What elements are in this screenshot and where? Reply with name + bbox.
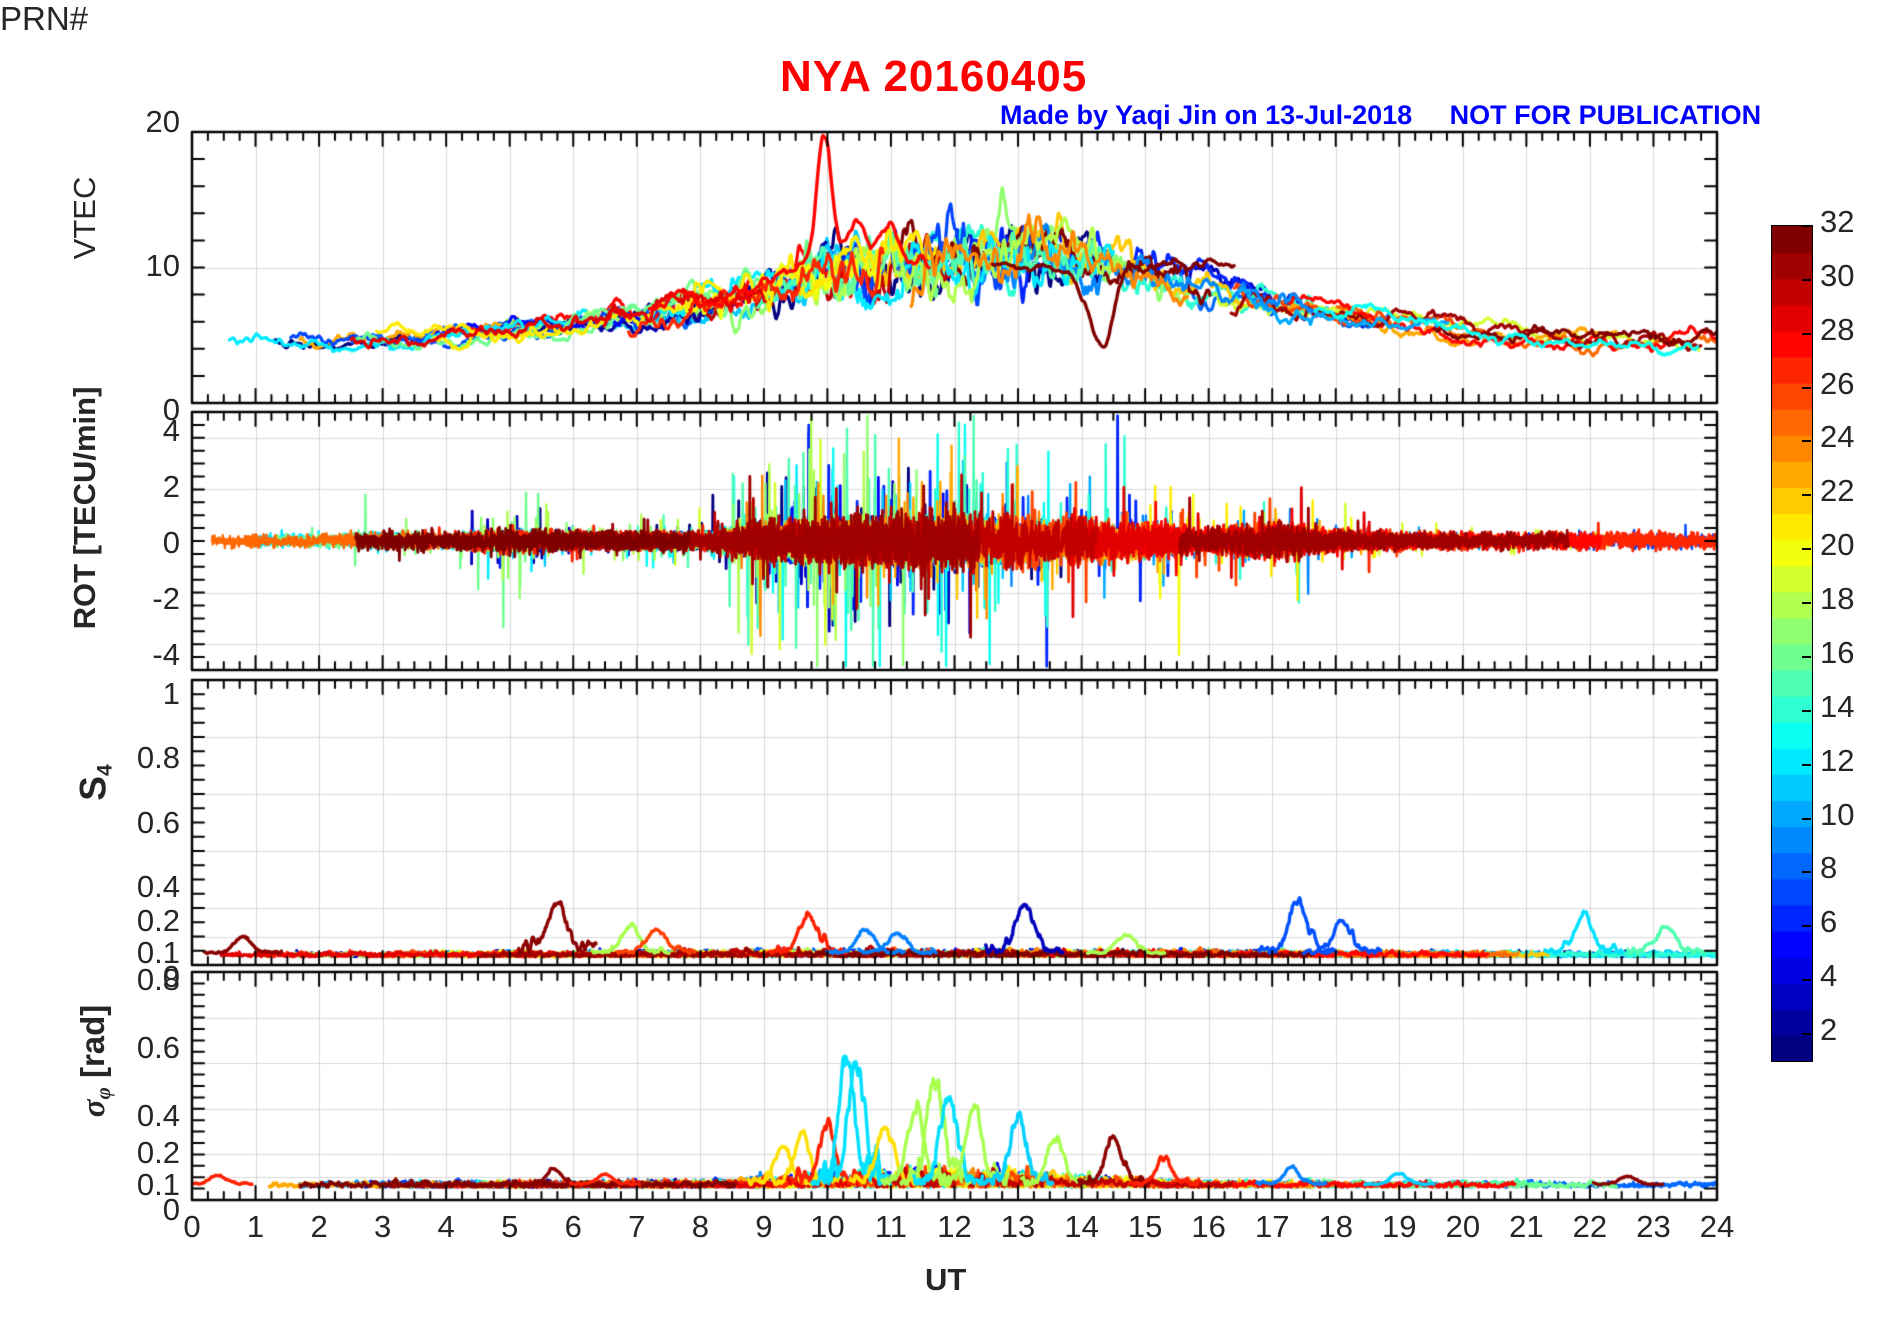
panel3-ytick-01: 0.1 [136, 935, 180, 970]
panel4-ytick-06: 0.6 [136, 1030, 180, 1065]
x-tick-13: 13 [1000, 1209, 1036, 1244]
x-tick-5: 5 [501, 1209, 519, 1244]
panel3-ytick-0: 0 [162, 959, 180, 994]
panel1-ytick-20: 20 [145, 104, 180, 139]
colorbar-tickmark [1802, 925, 1811, 928]
x-tick-3: 3 [374, 1209, 392, 1244]
x-tick-24: 24 [1699, 1209, 1735, 1244]
colorbar-tickmark [1802, 440, 1811, 443]
x-tick-9: 9 [755, 1209, 773, 1244]
panel4-ytick-01: 0.1 [136, 1167, 180, 1202]
panel2-ytick-neg4: -4 [152, 637, 180, 672]
colorbar-tick-6: 6 [1820, 904, 1838, 940]
x-tick-11: 11 [874, 1209, 908, 1244]
x-tick-18: 18 [1318, 1209, 1353, 1244]
colorbar-tickmark [1802, 871, 1811, 874]
panel1-y-axis-label: VTEC [67, 176, 102, 260]
colorbar [1771, 225, 1813, 1062]
colorbar-tickmark [1802, 817, 1811, 820]
panel2-ytick-4: 4 [162, 413, 180, 448]
colorbar-tickmark [1802, 763, 1811, 766]
colorbar-tick-4: 4 [1820, 958, 1838, 994]
x-tick-7: 7 [628, 1209, 646, 1244]
panel3-ytick-1: 1 [162, 676, 180, 711]
colorbar-tick-8: 8 [1820, 850, 1838, 886]
colorbar-tick-24: 24 [1820, 419, 1855, 455]
colorbar-tickmark [1802, 494, 1811, 497]
x-tick-2: 2 [310, 1209, 328, 1244]
x-tick-1: 1 [246, 1209, 265, 1244]
colorbar-tickmark [1802, 709, 1811, 712]
colorbar-tickmark [1802, 655, 1811, 658]
colorbar-tick-2: 2 [1820, 1012, 1838, 1048]
colorbar-tick-14: 14 [1820, 688, 1855, 724]
x-tick-10: 10 [810, 1209, 845, 1244]
colorbar-tick-16: 16 [1820, 634, 1855, 670]
panel4-ytick-02: 0.2 [136, 1135, 180, 1170]
colorbar-tickmark [1802, 979, 1811, 982]
colorbar-tick-22: 22 [1820, 473, 1855, 509]
panel2-ytick-0: 0 [162, 525, 180, 560]
panel2-ytick-neg2: -2 [152, 581, 180, 616]
panel4-ytick-04: 0.4 [136, 1098, 180, 1133]
colorbar-tick-30: 30 [1820, 257, 1855, 293]
x-tick-8: 8 [691, 1209, 709, 1244]
colorbar-tickmark [1802, 332, 1811, 335]
colorbar-tick-28: 28 [1820, 311, 1855, 347]
x-tick-20: 20 [1445, 1209, 1481, 1244]
x-tick-14: 14 [1064, 1209, 1099, 1244]
x-tick-23: 23 [1636, 1209, 1671, 1244]
colorbar-tickmark [1802, 278, 1811, 281]
panel3-ytick-04: 0.4 [136, 869, 180, 904]
colorbar-tickmark [1802, 602, 1811, 605]
x-tick-15: 15 [1127, 1209, 1163, 1244]
panel3-ytick-06: 0.6 [136, 805, 180, 840]
colorbar-tickmark [1802, 1033, 1811, 1036]
panel2-ytick-2: 2 [162, 469, 180, 504]
colorbar-tick-32: 32 [1820, 204, 1855, 239]
x-tick-4: 4 [437, 1209, 455, 1244]
panel1-ytick-10: 10 [145, 248, 180, 283]
panel4-ytick-0: 0 [162, 1192, 180, 1227]
x-tick-17: 17 [1254, 1209, 1290, 1244]
x-tick-22: 22 [1572, 1209, 1608, 1244]
credit-annotation: Made by Yaqi Jin on 13-Jul-2018 NOT FOR … [1000, 100, 1762, 130]
x-axis-label: UT [925, 1262, 967, 1297]
colorbar-tick-12: 12 [1820, 742, 1855, 778]
panel2-y-axis-label: ROT [TECU/min] [67, 386, 102, 630]
panel3-ytick-02: 0.2 [136, 903, 180, 938]
x-tick-12: 12 [937, 1209, 972, 1244]
panel3-ytick-08: 0.8 [136, 740, 180, 775]
colorbar-tick-26: 26 [1820, 365, 1855, 401]
colorbar-tick-10: 10 [1820, 796, 1855, 832]
x-tick-19: 19 [1382, 1209, 1417, 1244]
colorbar-tickmark [1802, 386, 1811, 389]
x-tick-16: 16 [1191, 1209, 1226, 1244]
colorbar-tick-18: 18 [1820, 581, 1855, 617]
x-tick-21: 21 [1509, 1209, 1544, 1244]
page-title: NYA 20160405 [780, 52, 1088, 101]
x-tick-6: 6 [564, 1209, 582, 1244]
panel4-ytick-08: 0.8 [136, 962, 180, 997]
colorbar-tickmark [1802, 225, 1811, 227]
colorbar-tickmark [1802, 548, 1811, 551]
colorbar-tick-20: 20 [1820, 527, 1855, 563]
x-tick-0: 0 [183, 1209, 201, 1244]
panel1-ytick-0: 0 [162, 392, 180, 427]
